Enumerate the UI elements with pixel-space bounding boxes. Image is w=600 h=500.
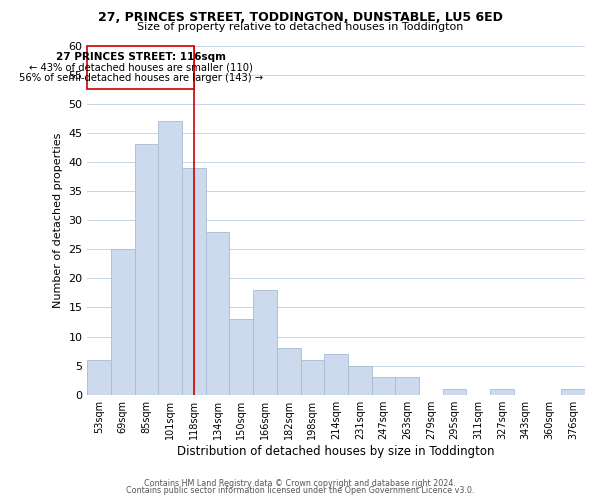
X-axis label: Distribution of detached houses by size in Toddington: Distribution of detached houses by size … [178, 444, 495, 458]
Text: Contains HM Land Registry data © Crown copyright and database right 2024.: Contains HM Land Registry data © Crown c… [144, 479, 456, 488]
Bar [561, 389, 585, 394]
Text: Contains public sector information licensed under the Open Government Licence v3: Contains public sector information licen… [126, 486, 474, 495]
Text: ← 43% of detached houses are smaller (110): ← 43% of detached houses are smaller (11… [29, 63, 253, 73]
Bar [371, 377, 395, 394]
Text: 27 PRINCES STREET: 116sqm: 27 PRINCES STREET: 116sqm [56, 52, 226, 62]
Bar [229, 319, 253, 394]
Bar [111, 249, 134, 394]
Bar [206, 232, 229, 394]
Text: 56% of semi-detached houses are larger (143) →: 56% of semi-detached houses are larger (… [19, 74, 263, 84]
Y-axis label: Number of detached properties: Number of detached properties [53, 132, 62, 308]
Bar [348, 366, 371, 394]
FancyBboxPatch shape [87, 46, 194, 89]
Bar [158, 121, 182, 394]
Bar [182, 168, 206, 394]
Bar [253, 290, 277, 395]
Bar [395, 377, 419, 394]
Bar [134, 144, 158, 394]
Bar [277, 348, 301, 395]
Bar [87, 360, 111, 394]
Text: Size of property relative to detached houses in Toddington: Size of property relative to detached ho… [137, 22, 463, 32]
Bar [301, 360, 324, 394]
Bar [324, 354, 348, 395]
Bar [443, 389, 466, 394]
Bar [490, 389, 514, 394]
Text: 27, PRINCES STREET, TODDINGTON, DUNSTABLE, LU5 6ED: 27, PRINCES STREET, TODDINGTON, DUNSTABL… [98, 11, 502, 24]
